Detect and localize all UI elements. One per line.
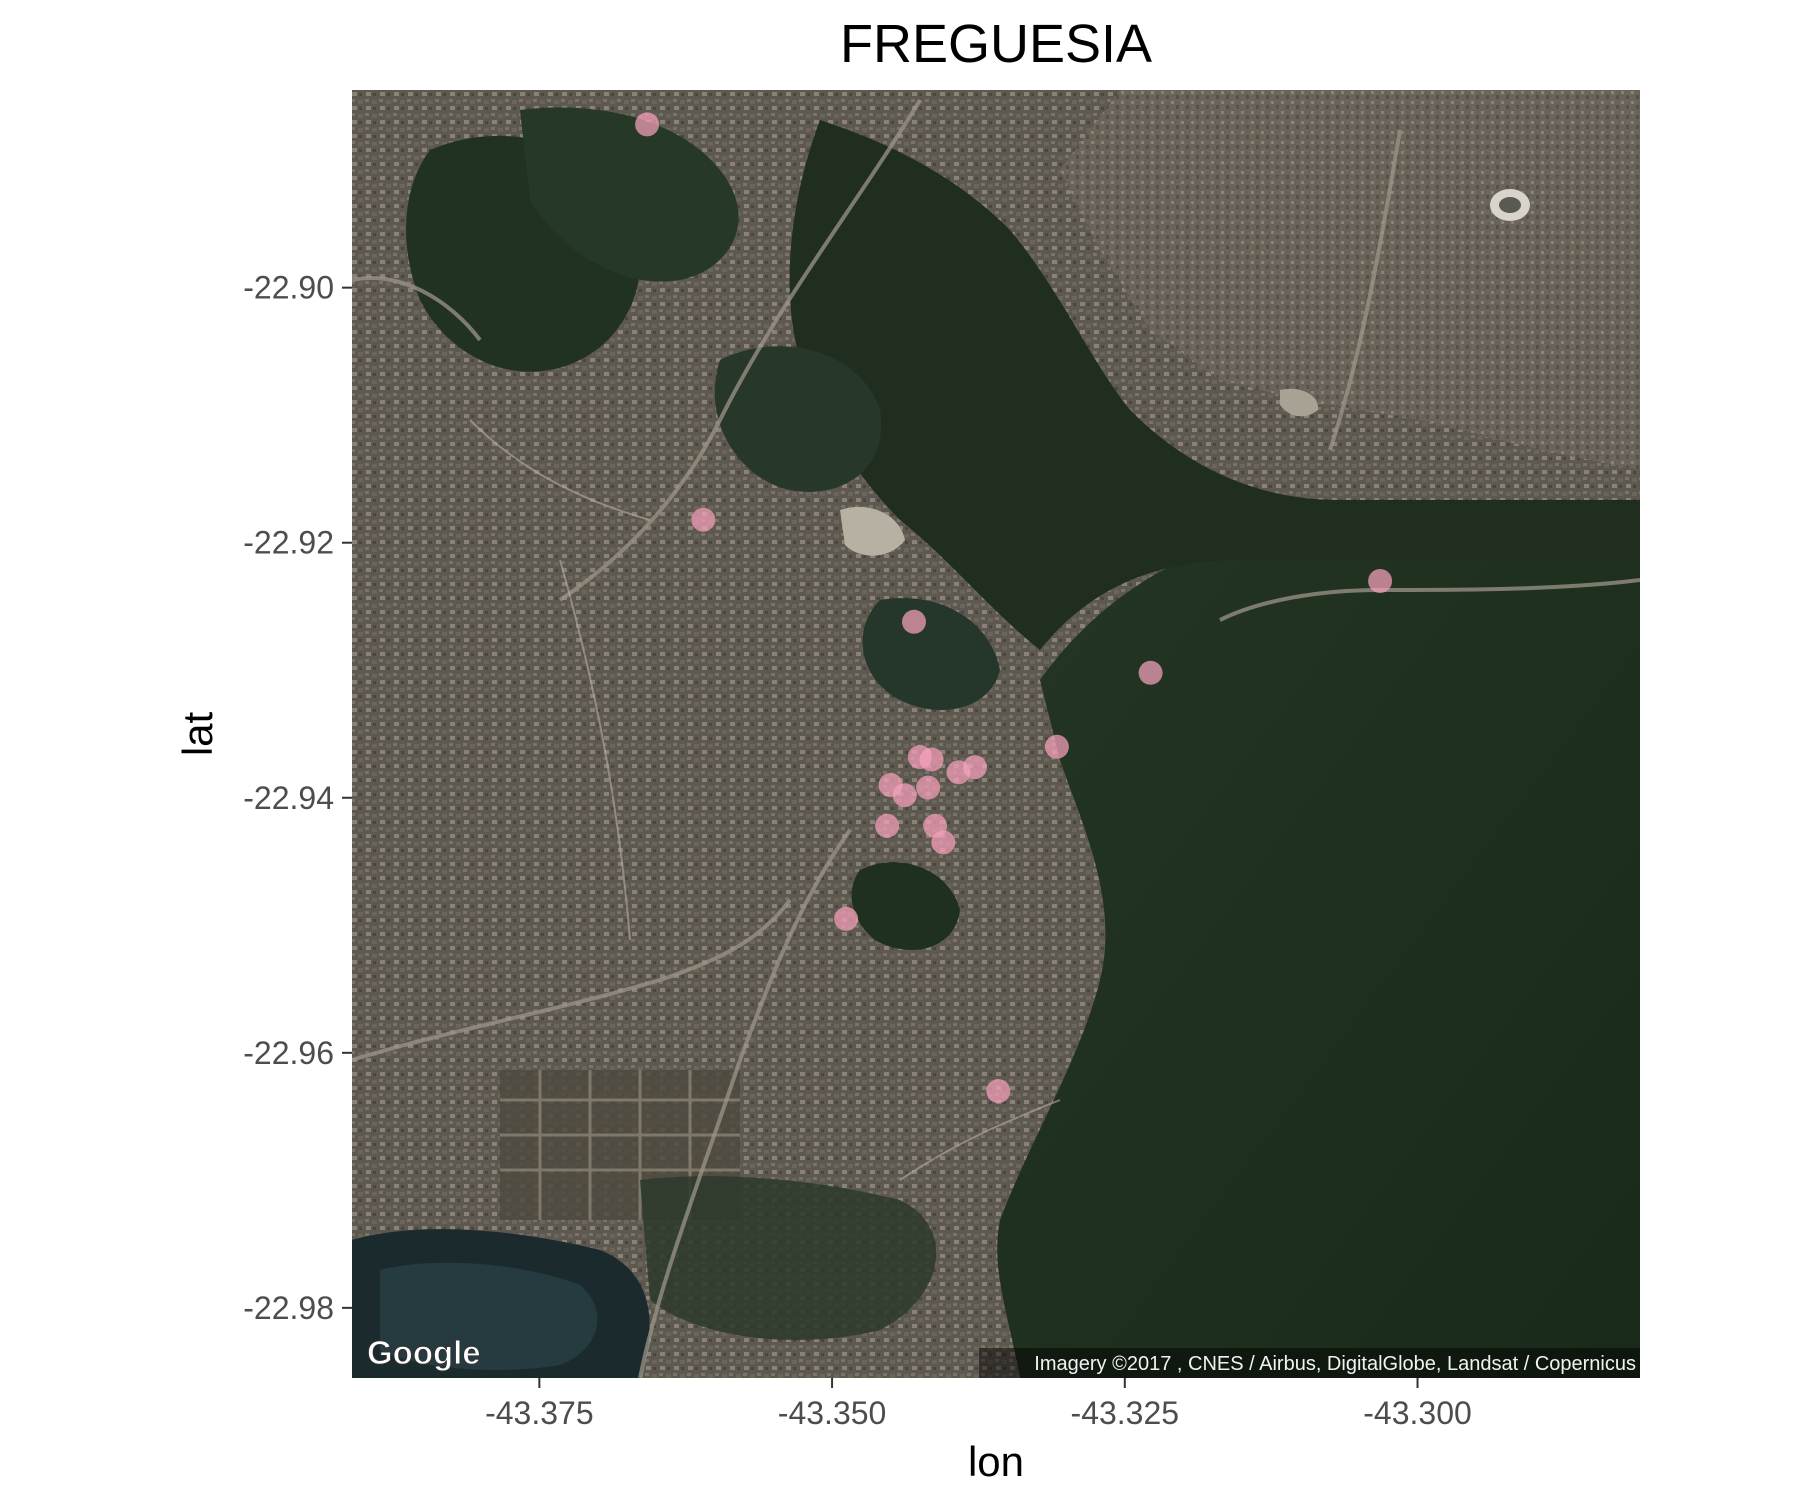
data-point-0 [635, 112, 660, 137]
data-point-2 [902, 609, 926, 634]
y-tick-label-3: -22.96 [243, 1035, 334, 1071]
data-point-9 [946, 760, 971, 785]
map-title: FREGUESIA [840, 14, 1152, 74]
attribution-background [979, 1348, 1640, 1378]
y-axis: -22.90 -22.92 -22.94 -22.96 -22.98 [243, 270, 352, 1326]
data-point-5 [1044, 734, 1069, 759]
data-point-1 [691, 507, 716, 532]
data-point-7 [907, 745, 932, 769]
y-tick-label-4: -22.98 [243, 1290, 334, 1326]
x-axis: -43.375 -43.350 -43.325 -43.300 [485, 1378, 1472, 1431]
y-tick-label-0: -22.90 [243, 270, 334, 306]
y-axis-title: lat [174, 711, 221, 756]
y-tick-label-1: -22.92 [243, 525, 334, 561]
y-tick-label-2: -22.94 [243, 780, 334, 816]
google-logo: Google [367, 1334, 481, 1371]
points-layer [635, 112, 1393, 1104]
data-point-13 [875, 813, 900, 838]
data-point-15 [931, 830, 956, 855]
data-point-11 [892, 783, 917, 808]
map-attribution: Imagery ©2017 , CNES / Airbus, DigitalGl… [1034, 1353, 1636, 1375]
x-tick-label-1: -43.350 [778, 1395, 887, 1431]
x-tick-label-2: -43.325 [1071, 1395, 1180, 1431]
data-point-3 [1138, 660, 1163, 685]
x-tick-label-3: -43.300 [1363, 1395, 1472, 1431]
satellite-basemap [352, 90, 1640, 1378]
data-point-16 [834, 906, 859, 931]
x-tick-label-0: -43.375 [485, 1395, 594, 1431]
data-point-17 [986, 1079, 1011, 1104]
x-axis-title: lon [968, 1438, 1024, 1485]
data-point-4 [1368, 569, 1393, 593]
data-point-12 [916, 775, 941, 800]
